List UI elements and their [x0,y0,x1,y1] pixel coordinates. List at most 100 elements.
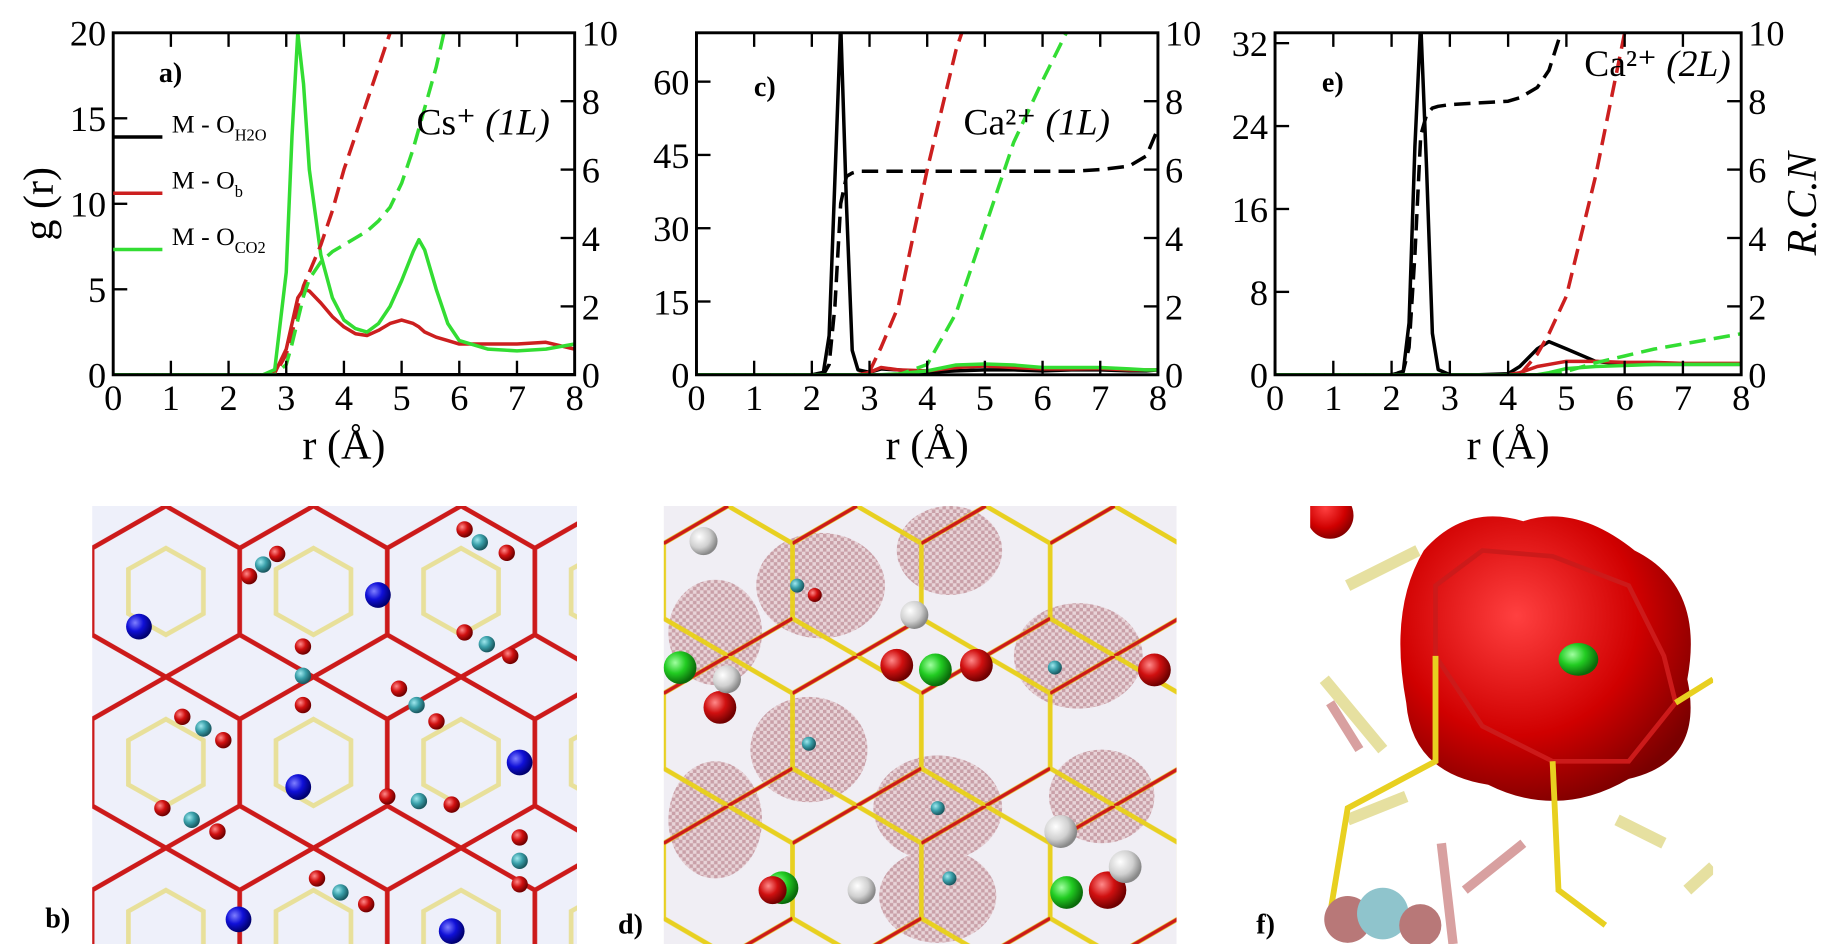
rdf-line [1275,359,1742,375]
annotation-ion: Cs⁺ [417,103,476,144]
y2-tick-label: 4 [1748,219,1766,259]
legend-name: M - O [172,109,235,138]
rcn-line [696,32,964,375]
x-tick-label: 6 [1033,378,1051,418]
y-tick-label: 20 [70,14,106,54]
y2-tick-label: 2 [582,287,600,327]
legend-label: M - Ob [172,166,243,201]
y-tick-label: 0 [1250,356,1268,396]
legend-label: M - OCO2 [172,222,266,257]
y2-tick-label: 10 [1748,14,1784,54]
y-tick-label: 0 [671,356,689,396]
y2-tick-label: 6 [582,150,600,190]
rcn-line [113,32,392,375]
annotation: Cs⁺ (1L) [417,103,550,144]
y2-tick-label: 2 [1748,287,1766,327]
y-tick-label: 0 [88,356,106,396]
y-tick-label: 30 [653,209,689,249]
rcn-line [696,127,1158,375]
y-tick-label: 24 [1232,107,1268,147]
legend-name: M - O [172,166,235,195]
x-tick-label: 1 [162,378,180,418]
legend-subscript: b [235,182,243,201]
y-tick-label: 5 [88,270,106,310]
x-tick-label: 1 [1324,378,1342,418]
x-tick-label: 8 [1149,378,1167,418]
y-tick-label: 15 [70,99,106,139]
y2-tick-label: 6 [1748,150,1766,190]
x-tick-label: 4 [1499,378,1517,418]
plot-area [113,32,575,375]
y-tick-label: 45 [653,136,689,176]
x-tick-label: 4 [918,378,936,418]
x-tick-label: 3 [860,378,878,418]
rdf-line [1275,362,1742,375]
y2-axis-label: R.C.N [1779,149,1826,256]
y2-tick-label: 0 [1165,356,1183,396]
x-axis-label: r (Å) [1467,422,1550,469]
rcn-line [696,32,1069,375]
legend-label: M - OH2O [172,109,267,144]
rcn-line [1275,32,1563,375]
y2-tick-label: 0 [1748,356,1766,396]
y-tick-label: 16 [1232,190,1268,230]
x-tick-label: 6 [1616,378,1634,418]
y2-tick-label: 10 [582,14,618,54]
y2-tick-label: 8 [1165,82,1183,122]
annotation-ion: Ca²⁺ [964,103,1037,144]
rcn-line [113,32,446,375]
y2-tick-label: 8 [582,82,600,122]
x-tick-label: 7 [508,378,526,418]
image-label: f) [1256,909,1275,940]
y-tick-label: 60 [653,63,689,103]
y-tick-label: 15 [653,282,689,322]
structure-image-d [663,505,1177,944]
x-tick-label: 0 [1266,378,1284,418]
y2-tick-label: 4 [1165,219,1183,259]
x-tick-label: 7 [1091,378,1109,418]
x-tick-label: 5 [976,378,994,418]
annotation-ion: Ca²⁺ [1584,44,1657,85]
annotation: Ca²⁺ (1L) [964,103,1111,144]
x-tick-label: 3 [277,378,295,418]
x-tick-label: 6 [450,378,468,418]
annotation-layer: (1L) [485,103,550,144]
x-axis-label: r (Å) [302,422,385,469]
image-label: b) [45,904,70,935]
x-tick-label: 0 [687,378,705,418]
panel-label: e) [1322,67,1344,98]
x-tick-label: 3 [1441,378,1459,418]
legend-subscript: CO2 [235,238,266,257]
annotation-layer: (2L) [1666,44,1731,85]
y2-tick-label: 4 [582,219,600,259]
x-tick-label: 7 [1674,378,1692,418]
y2-tick-label: 0 [582,356,600,396]
y-axis-label: g (r) [15,167,62,241]
plot-frame [111,31,577,377]
x-tick-label: 2 [219,378,237,418]
structure-image-f [1310,505,1714,944]
x-tick-label: 8 [1732,378,1750,418]
x-tick-label: 2 [1383,378,1401,418]
legend-name: M - O [172,222,235,251]
rdf-line [113,287,575,375]
annotation-layer: (1L) [1046,103,1111,144]
y2-tick-label: 2 [1165,287,1183,327]
y-tick-label: 32 [1232,24,1268,64]
x-tick-label: 0 [104,378,122,418]
x-tick-label: 4 [335,378,353,418]
x-tick-label: 2 [803,378,821,418]
x-tick-label: 8 [566,378,584,418]
x-tick-label: 5 [393,378,411,418]
y-tick-label: 8 [1250,273,1268,313]
legend-subscript: H2O [235,126,267,145]
x-tick-label: 1 [745,378,763,418]
structure-image-b [92,505,578,944]
x-axis-label: r (Å) [886,422,969,469]
rdf-line [113,32,575,375]
image-label: d) [618,909,643,940]
y-tick-label: 10 [70,185,106,225]
y2-tick-label: 6 [1165,150,1183,190]
annotation: Ca²⁺ (2L) [1584,44,1731,85]
